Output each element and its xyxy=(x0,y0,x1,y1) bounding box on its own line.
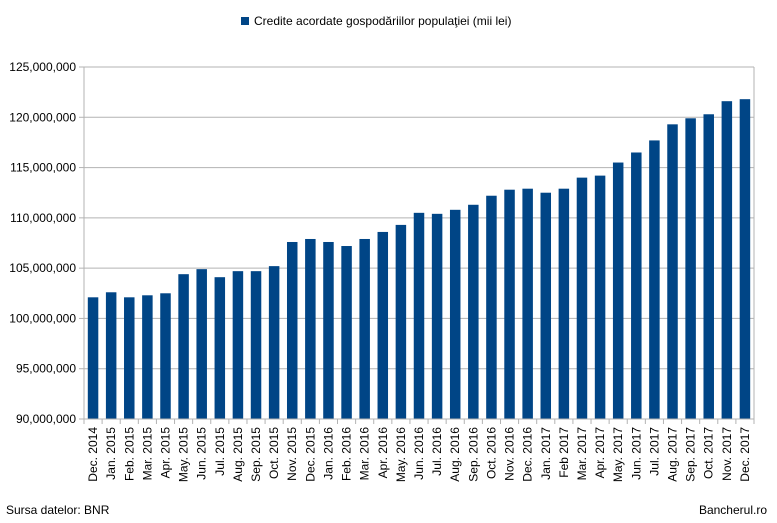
bar xyxy=(124,297,135,419)
x-tick-label: May. 2015 xyxy=(177,427,191,482)
x-tick-label: Aug. 2017 xyxy=(666,427,680,482)
bar xyxy=(703,114,714,420)
x-tick-label: Aug. 2016 xyxy=(448,427,462,482)
y-tick-label: 95,000,000 xyxy=(16,362,76,376)
bar xyxy=(612,162,624,420)
x-tick-label: Jun. 2016 xyxy=(412,427,426,480)
x-tick-label: Sep. 2015 xyxy=(249,427,263,482)
y-axis-tick-labels: 90,000,000 95,000,000 100,000,000 105,000,0… xyxy=(9,60,76,426)
bar xyxy=(286,241,298,419)
x-tick-label: Dec. 2015 xyxy=(303,427,317,482)
bar xyxy=(576,177,588,419)
x-tick-label: Oct. 2016 xyxy=(484,427,498,479)
x-tick-label: Feb. 2016 xyxy=(340,427,354,481)
x-tick-label: Sep. 2016 xyxy=(466,427,480,482)
bar xyxy=(739,99,751,420)
x-tick-label: Oct. 2015 xyxy=(267,427,281,479)
bar xyxy=(631,152,642,420)
x-tick-label: Jan. 2015 xyxy=(104,427,118,480)
x-tick-label: Nov. 2016 xyxy=(503,427,517,481)
x-tick-label: Apr. 2015 xyxy=(158,427,172,479)
bar xyxy=(142,295,153,419)
x-tick-label: May. 2017 xyxy=(611,427,625,482)
y-tick-label: 120,000,000 xyxy=(9,110,76,124)
bar xyxy=(268,266,280,419)
bar xyxy=(323,241,334,419)
y-tick-label: 115,000,000 xyxy=(10,161,76,175)
x-tick-label: Mar. 2016 xyxy=(358,427,372,481)
x-tick-label: Mar. 2017 xyxy=(575,427,589,481)
x-tick-label: Jul. 2016 xyxy=(430,427,444,476)
bar xyxy=(721,101,733,419)
x-tick-label: Aug. 2015 xyxy=(231,427,245,482)
bar xyxy=(504,189,515,419)
axes xyxy=(83,67,755,424)
x-tick-label: May. 2016 xyxy=(394,427,408,482)
bar xyxy=(232,271,244,419)
x-tick-label: Apr. 2017 xyxy=(593,427,607,479)
bar xyxy=(160,293,171,419)
bar xyxy=(178,274,189,419)
x-tick-label: Nov. 2015 xyxy=(285,427,299,481)
x-tick-label: Dec. 2017 xyxy=(738,427,752,482)
bar-chart: Credite acordate gospodăriilor populaţie… xyxy=(9,14,755,482)
bar xyxy=(341,246,352,419)
legend-swatch xyxy=(241,17,249,25)
bar xyxy=(522,188,533,419)
bar xyxy=(105,292,117,419)
legend: Credite acordate gospodăriilor populaţie… xyxy=(241,14,511,28)
x-tick-label: Jun. 2015 xyxy=(195,427,209,480)
bar xyxy=(558,188,570,419)
legend-label: Credite acordate gospodăriilor populaţie… xyxy=(254,14,511,28)
bar xyxy=(594,175,606,419)
bars xyxy=(87,99,751,420)
bar xyxy=(214,277,226,419)
x-tick-label: Feb. 2015 xyxy=(122,427,136,481)
bar xyxy=(540,192,552,419)
y-tick-label: 100,000,000 xyxy=(9,311,76,325)
x-tick-label: Dec. 2016 xyxy=(521,427,535,482)
x-tick-label: Jan. 2016 xyxy=(321,427,335,480)
x-tick-label: Nov. 2017 xyxy=(720,427,734,481)
bar xyxy=(413,212,425,419)
y-tick-label: 125,000,000 xyxy=(9,60,76,74)
brand-label: Bancherul.ro xyxy=(698,503,767,517)
x-tick-label: Jan. 2017 xyxy=(539,427,553,480)
bar xyxy=(667,124,678,419)
x-axis-tick-labels: Dec. 2014 Jan. 2015 Feb. 2015 Mar. 2015 Apr.… xyxy=(86,427,752,482)
bar xyxy=(359,238,370,419)
x-tick-label: Apr. 2016 xyxy=(376,427,390,479)
bar xyxy=(395,224,407,419)
y-tick-label: 90,000,000 xyxy=(16,412,76,426)
x-tick-label: Jul. 2017 xyxy=(647,427,661,476)
x-tick-label: Dec. 2014 xyxy=(86,427,100,482)
bar xyxy=(196,269,207,419)
bar xyxy=(685,118,696,419)
bar xyxy=(468,204,479,419)
x-tick-label: Sep. 2017 xyxy=(684,427,698,482)
bar xyxy=(431,213,443,419)
source-note: Sursa datelor: BNR xyxy=(6,503,110,517)
bar xyxy=(649,140,660,420)
x-tick-label: Jul. 2015 xyxy=(213,427,227,476)
bar xyxy=(250,271,262,419)
x-tick-label: Mar. 2015 xyxy=(140,427,154,481)
bar xyxy=(449,209,461,419)
bar xyxy=(486,195,497,419)
y-tick-label: 105,000,000 xyxy=(9,261,76,275)
x-tick-label: Feb 2017 xyxy=(557,427,571,478)
x-tick-label: Jun. 2017 xyxy=(629,427,643,480)
bar xyxy=(377,231,389,419)
y-tick-label: 110,000,000 xyxy=(10,211,76,225)
bar xyxy=(87,297,99,419)
x-tick-label: Oct. 2017 xyxy=(702,427,716,479)
bar xyxy=(305,238,316,419)
